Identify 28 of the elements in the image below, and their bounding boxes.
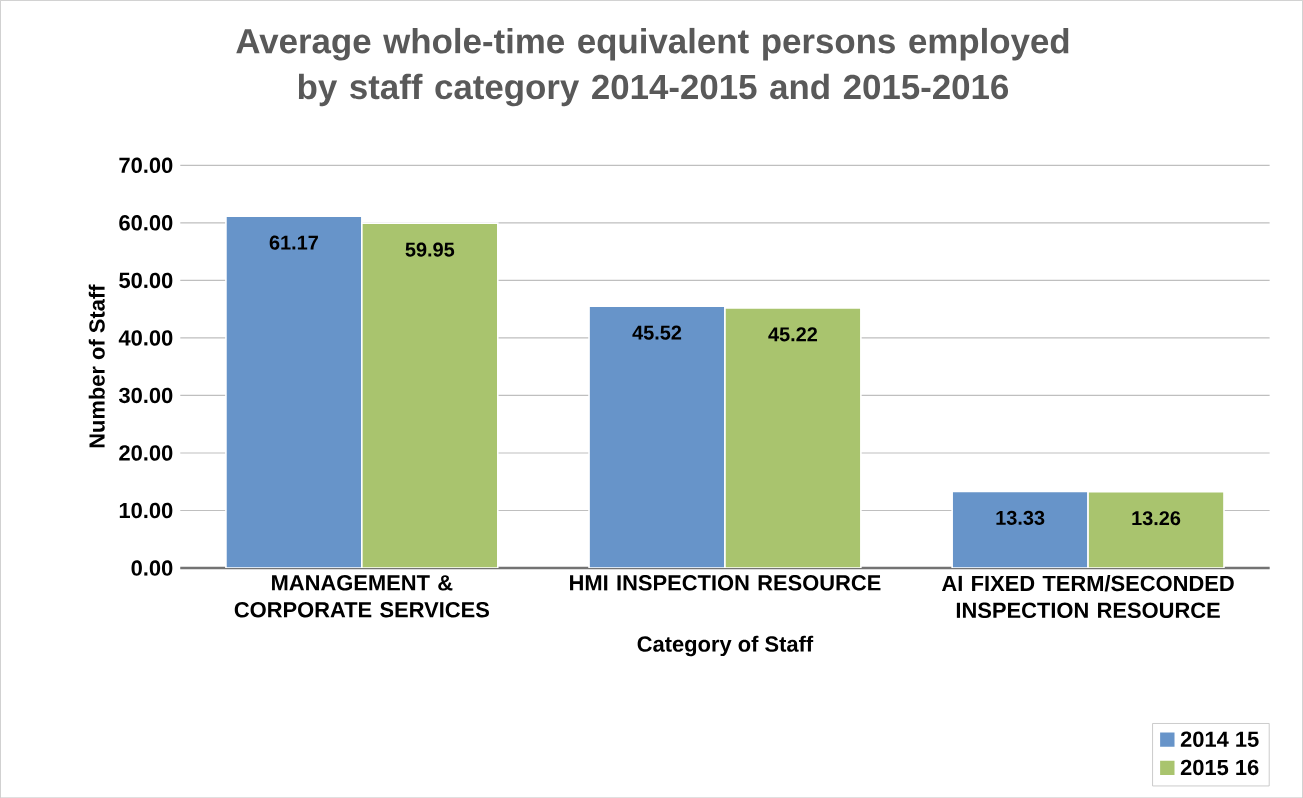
y-axis-title: Number of Staff — [88, 284, 105, 448]
data-label: 61.17 — [269, 235, 318, 250]
y-tick-label: 0.00 — [131, 560, 173, 576]
bar — [361, 222, 499, 568]
y-tick-label: 50.00 — [119, 272, 173, 288]
bar — [225, 215, 363, 568]
x-tick-label: HMI INSPECTION RESOURCE — [570, 574, 881, 591]
x-tick-label: MANAGEMENT & CORPORATE SERVICES — [234, 574, 489, 618]
bar — [1087, 490, 1225, 568]
legend-label: 2015 16 — [1180, 759, 1259, 776]
data-label: 59.95 — [405, 242, 455, 257]
y-tick-label: 10.00 — [119, 502, 173, 519]
y-tick-label: 70.00 — [119, 157, 173, 173]
bar — [951, 490, 1089, 568]
y-tick-label: 30.00 — [118, 387, 173, 404]
data-label: 13.26 — [1132, 511, 1181, 526]
data-label: 13.33 — [996, 510, 1045, 525]
legend-label: 2014 15 — [1180, 731, 1259, 747]
data-label: 45.52 — [632, 325, 682, 340]
y-tick-label: 40.00 — [118, 330, 173, 346]
data-label: 45.22 — [768, 327, 818, 342]
y-tick-label: 20.00 — [119, 445, 173, 461]
x-axis-title: Category of Staff — [637, 635, 814, 657]
x-tick-label: AI FIXED TERM/SECONDED INSPECTION RESOURCE — [941, 574, 1234, 618]
y-tick-label: 60.00 — [119, 214, 173, 231]
chart-title: Average whole-time equivalent persons employed by staff category 2014-2015 and 2015-2016 — [236, 27, 1069, 107]
bar — [588, 305, 726, 568]
bar — [724, 306, 862, 568]
